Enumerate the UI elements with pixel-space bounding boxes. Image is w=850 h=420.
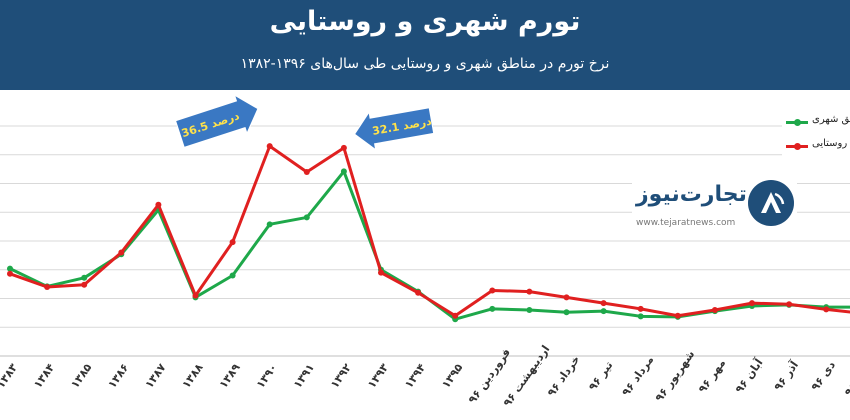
data-point-rural [489,287,496,294]
data-point-rural [81,281,88,288]
data-point-rural [600,300,607,307]
legend-label-rural: مناطق روستایی [812,138,850,149]
data-point-urban [637,313,644,320]
data-point-rural [415,289,422,296]
data-point-rural [711,307,718,313]
callout-arrow: 36.5 درصد [174,94,259,148]
legend-marker-rural [794,143,801,150]
data-point-urban [489,305,496,312]
legend-marker-urban [794,119,801,126]
data-point-rural [786,301,793,308]
x-tick-label: ۱۳۸۵ [68,361,94,391]
x-tick-label: بهمن ۹۶ [842,353,850,398]
data-point-rural [526,288,533,295]
logo-wordmark: تجارت‌نیوز [636,182,747,207]
x-tick-label: ۱۳۸۷ [143,361,169,391]
x-tick-label: ۱۳۹۱ [291,361,317,390]
data-point-rural [340,144,347,151]
legend-label-urban: مناطق شهری [812,114,850,125]
data-point-urban [526,307,533,313]
data-point-urban [303,214,310,221]
data-point-urban [563,309,570,316]
chart-title: تورم شهری و روستایی [269,6,581,37]
data-point-urban [600,308,607,315]
x-tick-label: خرداد ۹۶ [545,353,583,399]
x-tick-label: دی ۹۶ [809,358,839,393]
x-tick-label: تیر ۹۶ [586,359,615,393]
data-point-rural [7,270,13,277]
x-tick-label: ۱۳۸۳ [0,361,20,391]
data-point-rural [749,300,755,307]
data-point-rural [229,239,236,246]
data-point-urban [7,265,13,272]
data-point-urban [81,274,88,281]
data-point-rural [303,169,310,175]
x-tick-label: آبان ۹۶ [732,356,766,396]
logo-url: www.tejaratnews.com [636,218,736,228]
data-point-urban [229,272,236,279]
x-tick-label: مهر ۹۶ [696,357,729,396]
x-tick-label: مرداد ۹۶ [619,353,656,398]
callout-arrow: 32.1 درصد [353,107,435,151]
brand-logo: تجارت‌نیوز www.tejaratnews.com [632,178,797,238]
chart-subtitle: نرخ تورم در مناطق شهری و روستایی طی سال‌… [240,56,610,72]
data-point-rural [44,284,51,290]
x-tick-label: ۱۳۹۵ [439,361,465,391]
data-point-rural [563,294,570,301]
line-chart: ۱۳۸۳ ۱۳۸۴ ۱۳۸۵ ۱۳۸۶ ۱۳۸۷ ۱۳۸۸ ۱۳۸۹ ۱۳۹۰ ۱۳۹۱ ۱۳۹۲… [0,94,850,409]
data-point-rural [266,143,273,150]
x-tick-label: ۱۳۸۹ [217,361,243,391]
data-point-rural [823,306,830,313]
x-tick-label: ۱۳۸۴ [31,361,57,391]
x-tick-label: ۱۳۹۳ [365,361,391,391]
data-point-rural [452,312,459,319]
x-tick-label: ۱۳۹۴ [402,361,428,391]
data-point-rural [192,292,199,299]
x-tick-label: آذر ۹۶ [771,358,802,393]
callout-arrow-shape [353,107,435,151]
data-point-rural [118,249,125,256]
header-banner: تورم شهری و روستایی نرخ تورم در مناطق شه… [0,0,850,90]
data-point-rural [674,312,681,319]
x-tick-label: ۱۳۸۸ [180,361,206,391]
callout-arrow-shape [174,94,259,148]
data-point-rural [378,269,384,276]
data-point-urban [266,221,273,228]
x-tick-label: ۱۳۸۶ [105,361,131,390]
data-point-rural [155,201,162,208]
logo-emblem-icon [748,180,794,226]
data-point-urban [340,168,347,175]
series-line-rural [9,144,850,318]
data-point-rural [637,305,644,312]
legend: مناطق شهری مناطق روستایی [782,110,850,158]
x-tick-label: ۱۳۹۲ [328,361,354,391]
x-tick-label: ۱۳۹۰ [254,361,280,390]
